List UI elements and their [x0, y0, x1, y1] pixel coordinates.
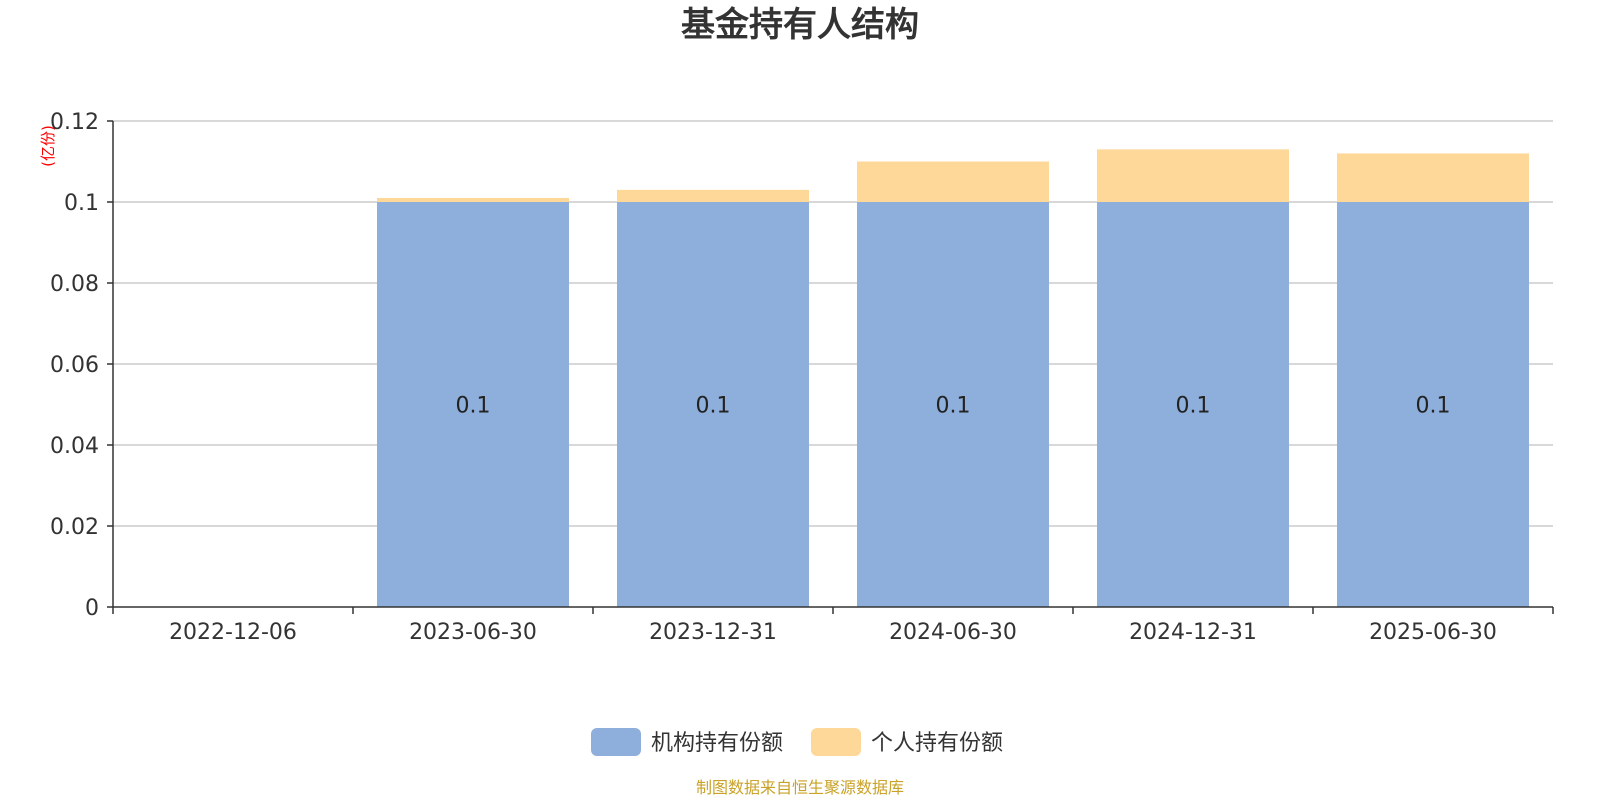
bar-individual[interactable]	[1337, 153, 1529, 202]
x-tick-label: 2023-06-30	[409, 620, 537, 645]
bar-individual[interactable]	[617, 189, 809, 202]
chart-title: 基金持有人结构	[681, 5, 919, 45]
bar-institutional[interactable]	[1337, 202, 1529, 607]
bar-institutional[interactable]	[617, 202, 809, 607]
y-tick-label: 0.04	[50, 434, 99, 459]
y-axis-unit-label: (亿份)	[39, 125, 57, 167]
bar-institutional[interactable]	[1097, 202, 1289, 607]
x-tick-label: 2023-12-31	[649, 620, 777, 645]
y-tick-label: 0.1	[64, 191, 99, 216]
bar-individual[interactable]	[857, 161, 1049, 203]
bar-value-label: 0.1	[1416, 394, 1451, 419]
grid-lines	[113, 120, 1553, 527]
source-note: 制图数据来自恒生聚源数据库	[696, 778, 904, 797]
x-tick-label: 2024-12-31	[1129, 620, 1257, 645]
bar-value-label: 0.1	[696, 394, 731, 419]
bar-institutional[interactable]	[377, 202, 569, 607]
bars: 0.1 0.1 0.1 0.1 0.1	[377, 149, 1529, 607]
axes: 0 0.02 0.04 0.06 0.08 0.1 0.12 2022-12-06 2023-0…	[50, 110, 1554, 645]
x-tick-label: 2022-12-06	[169, 620, 297, 645]
legend-item[interactable]: 机构持有份额	[591, 728, 783, 756]
y-tick-label: 0.06	[50, 353, 99, 378]
y-tick-label: 0.02	[50, 515, 99, 540]
y-tick-label: 0	[85, 596, 99, 621]
legend-label: 机构持有份额	[651, 731, 783, 756]
legend-swatch	[591, 728, 641, 756]
bar-value-label: 0.1	[936, 394, 971, 419]
x-tick-label: 2024-06-30	[889, 620, 1017, 645]
bar-individual[interactable]	[377, 197, 569, 202]
legend-item[interactable]: 个人持有份额	[811, 728, 1003, 756]
bar-individual[interactable]	[1097, 149, 1289, 202]
legend-swatch	[811, 728, 861, 756]
bar-value-label: 0.1	[456, 394, 491, 419]
legend[interactable]: 机构持有份额 个人持有份额	[591, 728, 1003, 756]
bar-institutional[interactable]	[857, 202, 1049, 607]
y-tick-label: 0.08	[50, 272, 99, 297]
y-tick-label: 0.12	[50, 110, 99, 135]
bar-value-label: 0.1	[1176, 394, 1211, 419]
x-tick-label: 2025-06-30	[1369, 620, 1497, 645]
legend-label: 个人持有份额	[871, 731, 1003, 756]
